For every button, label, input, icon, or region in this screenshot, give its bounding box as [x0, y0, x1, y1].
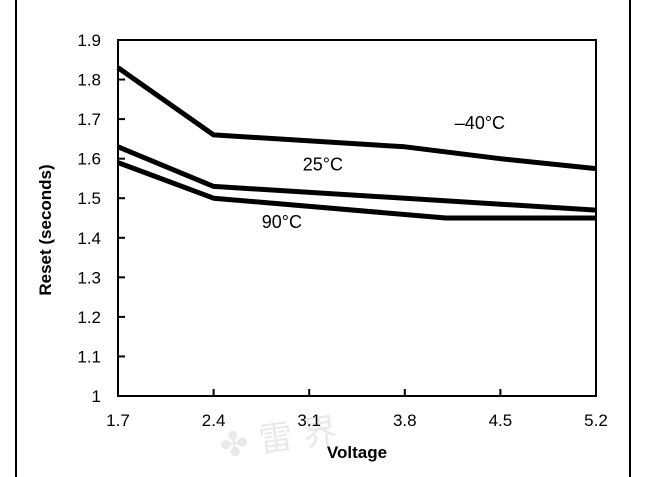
- series-label: 25°C: [303, 155, 343, 175]
- series-labels: –40°C 25°C 90°C: [262, 113, 505, 232]
- x-tick-label: 2.4: [202, 411, 226, 430]
- series-line-1: [117, 144, 597, 213]
- y-tick-label: 1.5: [77, 189, 101, 208]
- series-line-0: [116, 65, 597, 172]
- y-tick-label: 1.8: [77, 71, 101, 90]
- series-label: –40°C: [455, 113, 505, 133]
- y-tick-label: 1.4: [77, 229, 101, 248]
- y-tick-label: 1.9: [77, 31, 101, 50]
- x-tick-label: 4.5: [489, 411, 513, 430]
- series-line-2: [117, 160, 596, 221]
- y-tick-label: 1.1: [77, 347, 101, 366]
- figure-frame: [15, 0, 631, 477]
- series-group: [116, 65, 597, 221]
- x-tick-label: 3.1: [297, 411, 321, 430]
- x-axis: 1.7 2.4 3.1 3.8 4.5 5.2: [106, 389, 608, 430]
- x-tick-label: 1.7: [106, 411, 130, 430]
- x-tick-label: 5.2: [584, 411, 608, 430]
- watermark: ✤ 雷 界: [217, 411, 340, 467]
- series-label: 90°C: [262, 212, 302, 232]
- y-axis: 1 1.1 1.2 1.3 1.4 1.5 1.6 1.7 1.8 1.9: [77, 31, 125, 406]
- y-tick-label: 1.6: [77, 150, 101, 169]
- y-axis-label: Reset (seconds): [36, 164, 55, 295]
- y-tick-label: 1.3: [77, 268, 101, 287]
- y-tick-label: 1.7: [77, 110, 101, 129]
- x-tick-label: 3.8: [393, 411, 417, 430]
- x-axis-label: Voltage: [327, 443, 387, 462]
- y-tick-label: 1: [92, 387, 101, 406]
- y-tick-label: 1.2: [77, 308, 101, 327]
